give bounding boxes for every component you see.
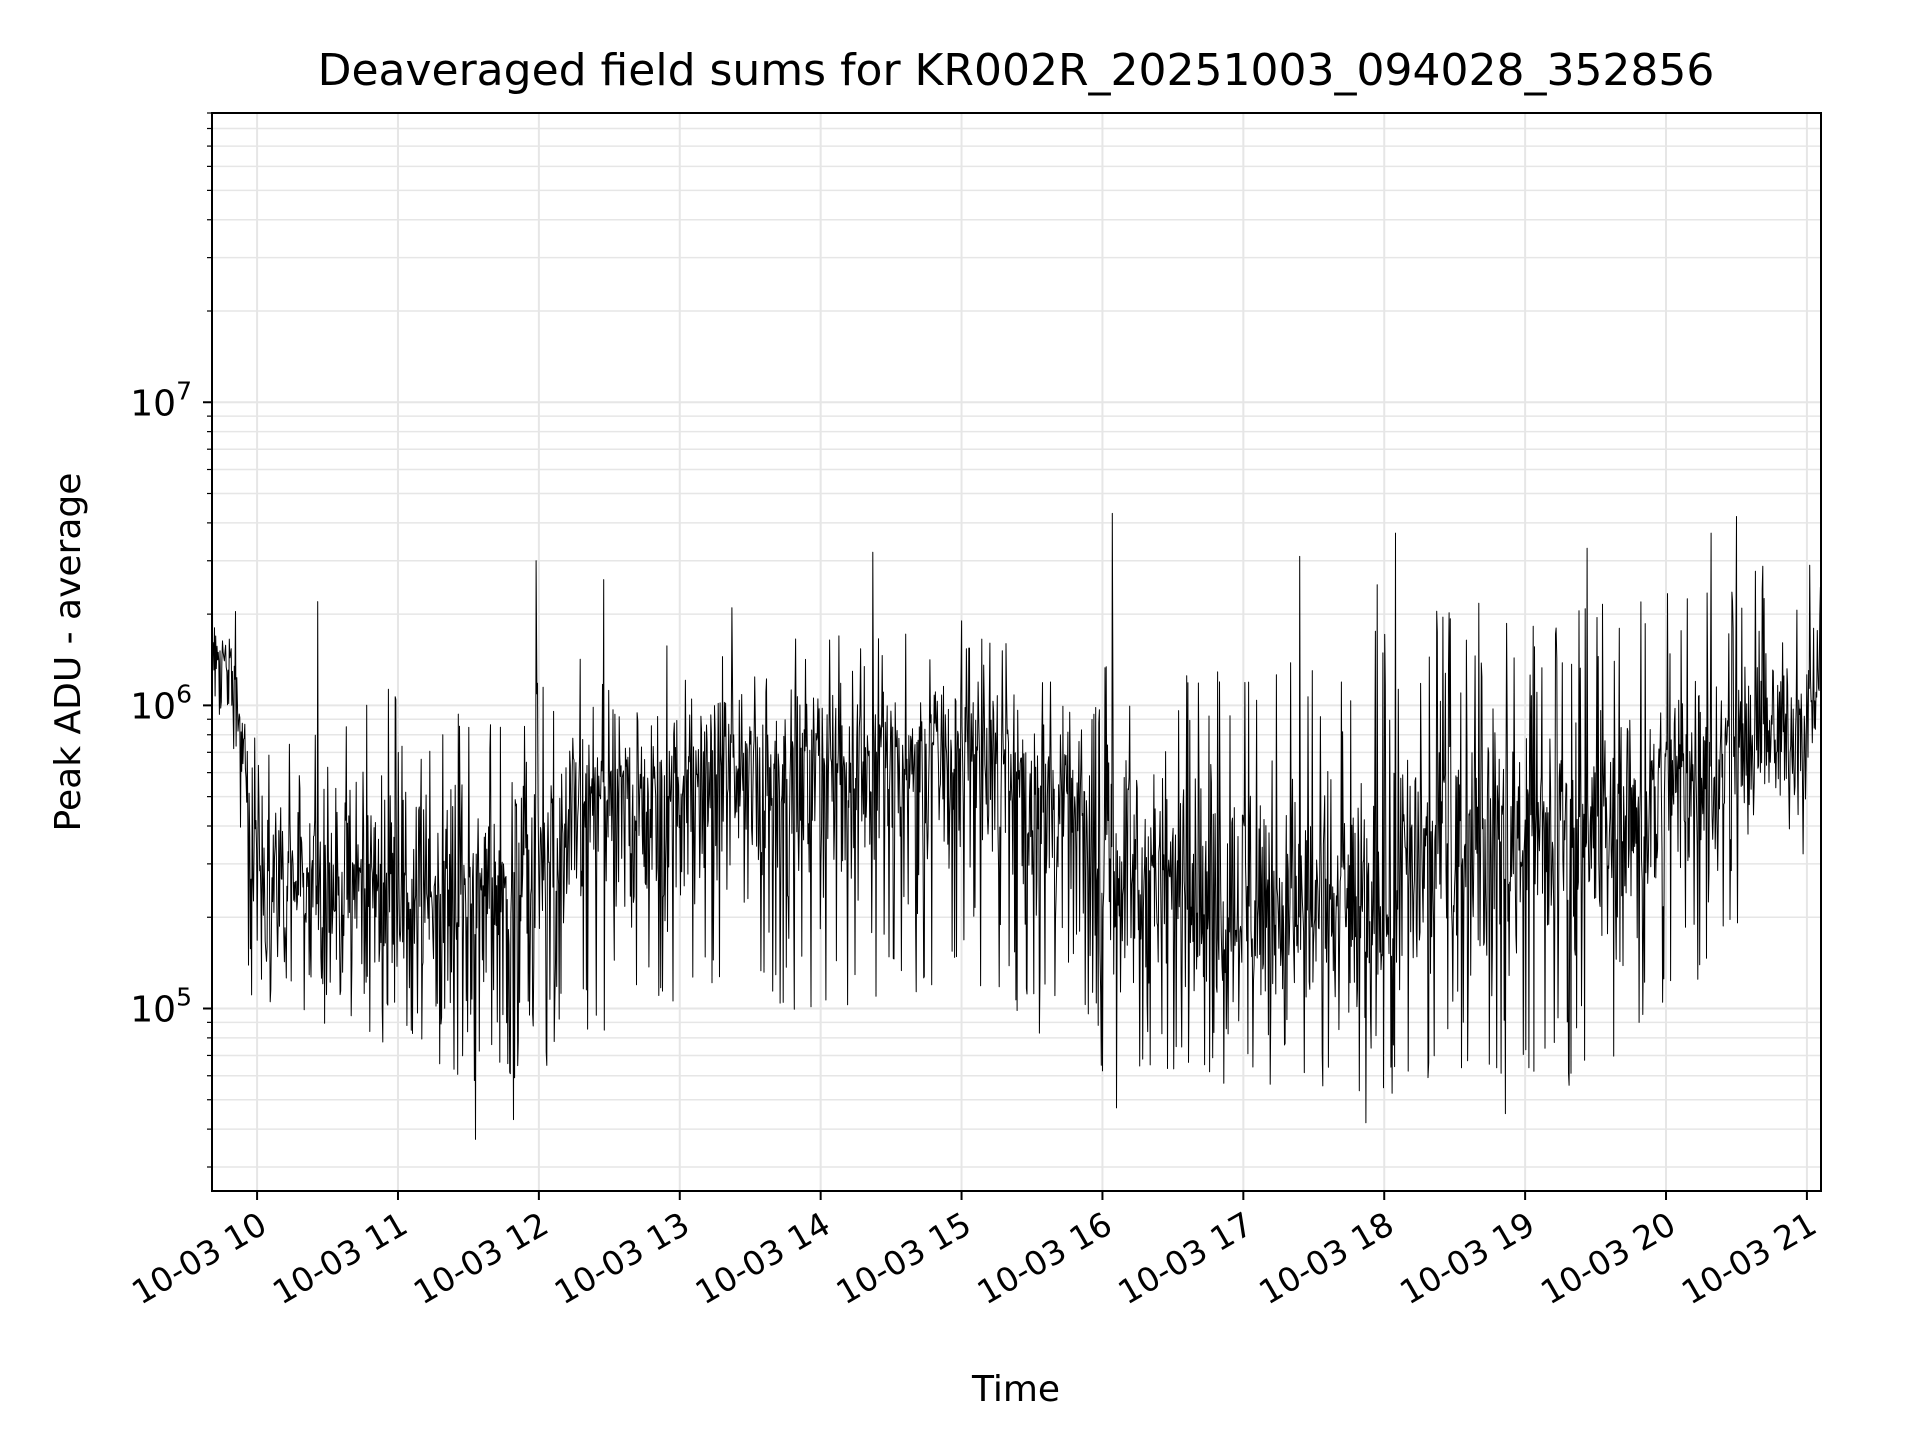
x-tick-label: 10-03 18 [1252, 1204, 1400, 1312]
x-axis-label: Time [971, 1369, 1060, 1410]
x-tick-label: 10-03 13 [548, 1204, 696, 1312]
y-tick-label: 106 [130, 679, 192, 727]
x-tick-label: 10-03 14 [689, 1204, 837, 1312]
x-tick-label: 10-03 12 [407, 1204, 555, 1312]
x-tick-label: 10-03 16 [970, 1204, 1118, 1312]
x-tick-label: 10-03 10 [125, 1204, 273, 1312]
plot-frame [211, 112, 1822, 1192]
y-axis: 105 106 107 [130, 112, 212, 1168]
x-tick-label: 10-03 17 [1111, 1204, 1259, 1312]
x-tick-label: 10-03 21 [1675, 1204, 1823, 1312]
x-tick-label: 10-03 15 [830, 1204, 978, 1312]
chart-title: Deaveraged field sums for KR002R_2025100… [318, 45, 1715, 96]
y-axis-label: Peak ADU - average [48, 473, 89, 832]
x-tick-label: 10-03 20 [1534, 1204, 1682, 1312]
y-tick-label: 105 [130, 983, 192, 1031]
x-tick-label: 10-03 11 [266, 1204, 414, 1312]
series-line-peak-adu [212, 423, 1821, 1140]
x-tick-label: 10-03 19 [1393, 1204, 1541, 1312]
y-tick-label: 107 [130, 376, 192, 424]
